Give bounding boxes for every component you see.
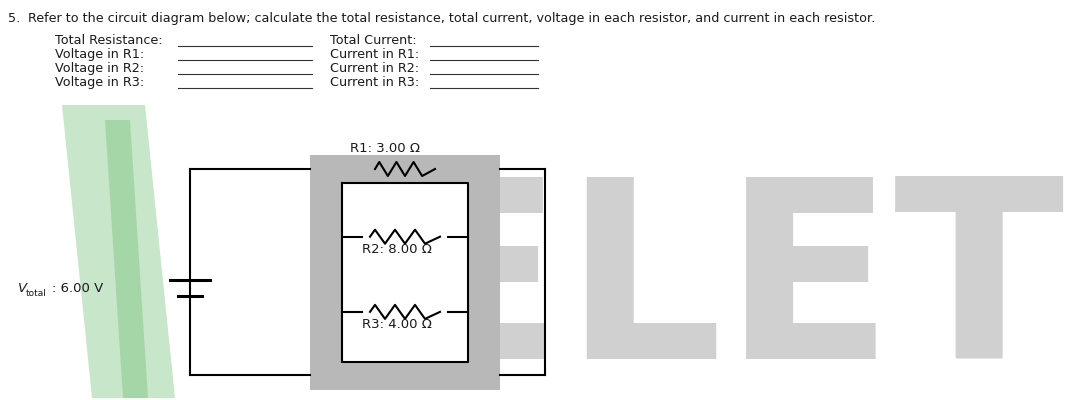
Text: R2: 8.00 Ω: R2: 8.00 Ω xyxy=(362,243,431,256)
Polygon shape xyxy=(62,105,175,398)
Bar xyxy=(310,362,500,390)
Text: 5.: 5. xyxy=(8,12,20,25)
Polygon shape xyxy=(105,120,148,398)
Text: Total Resistance:: Total Resistance: xyxy=(55,34,162,47)
Text: Current in R2:: Current in R2: xyxy=(330,62,420,75)
Text: R3: 4.00 Ω: R3: 4.00 Ω xyxy=(362,318,431,331)
Text: Voltage in R1:: Voltage in R1: xyxy=(55,48,144,61)
Text: R1: 3.00 Ω: R1: 3.00 Ω xyxy=(350,142,420,155)
Bar xyxy=(310,155,342,390)
Bar xyxy=(342,183,468,362)
Text: : 6.00 V: : 6.00 V xyxy=(52,282,103,294)
Text: Voltage in R3:: Voltage in R3: xyxy=(55,76,144,89)
Text: Total Current:: Total Current: xyxy=(330,34,416,47)
Text: total: total xyxy=(26,288,47,298)
Text: Current in R1:: Current in R1: xyxy=(330,48,420,61)
Text: Current in R3:: Current in R3: xyxy=(330,76,420,89)
Bar xyxy=(468,155,500,390)
Text: Voltage in R2:: Voltage in R2: xyxy=(55,62,144,75)
Text: Refer to the circuit diagram below; calculate the total resistance, total curren: Refer to the circuit diagram below; calc… xyxy=(28,12,875,25)
Text: V: V xyxy=(18,282,27,294)
Text: ELETC: ELETC xyxy=(393,169,1076,400)
Bar xyxy=(310,155,500,183)
